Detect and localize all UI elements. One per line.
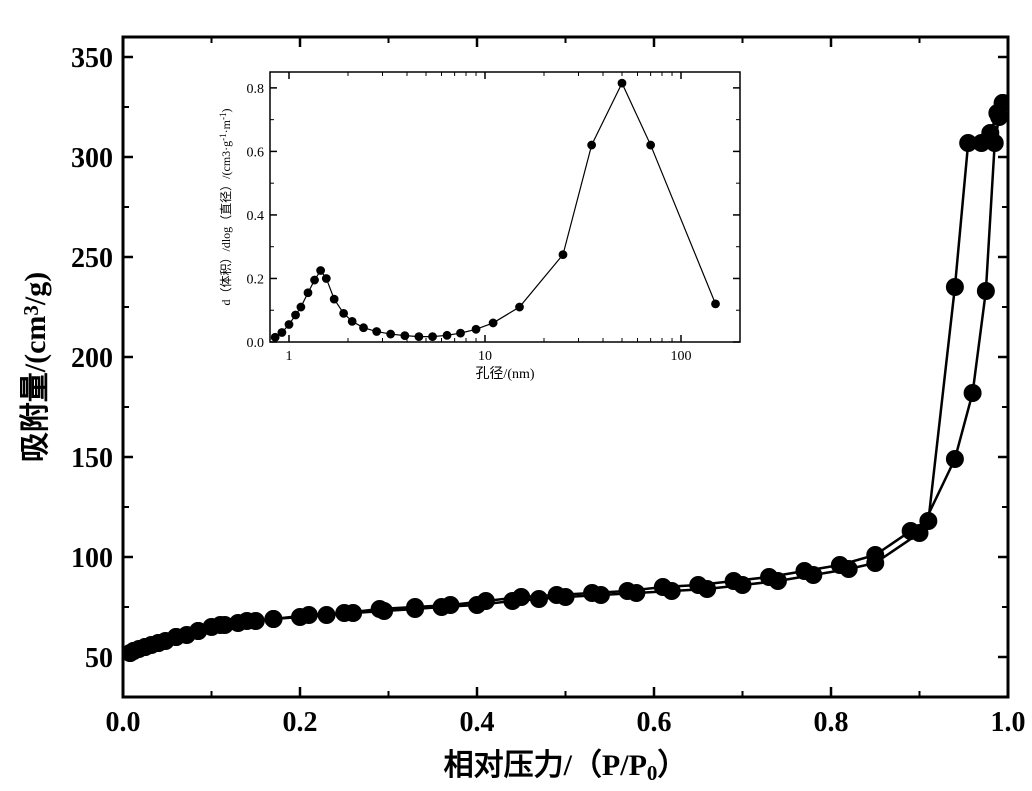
marker <box>831 557 848 574</box>
marker <box>300 607 317 624</box>
inset-marker <box>516 303 524 311</box>
inset-x-tick-label: 100 <box>670 349 691 364</box>
marker <box>190 623 207 640</box>
marker <box>902 523 919 540</box>
marker <box>530 591 547 608</box>
marker <box>513 589 530 606</box>
marker <box>407 599 424 616</box>
inset-marker <box>311 276 319 284</box>
inset-marker <box>330 295 338 303</box>
marker <box>168 629 185 646</box>
x-tick-label: 0.4 <box>460 707 495 738</box>
inset-marker <box>443 331 451 339</box>
marker <box>867 547 884 564</box>
marker <box>336 605 353 622</box>
inset-marker <box>588 141 596 149</box>
inset-marker <box>360 324 368 332</box>
inset-marker <box>647 141 655 149</box>
x-axis-label: 相对压力/（P/P0） <box>444 748 688 785</box>
inset-y-tick-label: 0.8 <box>247 82 265 97</box>
figure-svg: 0.0 0.2 0.4 0.6 0.8 1.0 50 100 150 200 250 300 350 相对… <box>0 0 1032 791</box>
marker <box>238 613 255 630</box>
inset-x-tick-label: 10 <box>478 349 492 364</box>
x-tick-label: 0.2 <box>283 707 318 738</box>
marker <box>477 593 494 610</box>
inset-marker <box>457 329 465 337</box>
inset-y-tick-label: 0.6 <box>247 145 265 160</box>
inset-marker <box>278 328 286 336</box>
y-tick-label: 50 <box>85 643 113 674</box>
figure-root: 0.0 0.2 0.4 0.6 0.8 1.0 50 100 150 200 250 300 350 相对… <box>0 0 1032 791</box>
inset-x-tick-label: 1 <box>285 349 292 364</box>
y-tick-label: 150 <box>71 443 113 474</box>
marker <box>371 601 388 618</box>
inset-marker <box>292 311 300 319</box>
inset-marker <box>387 330 395 338</box>
inset-plot-border <box>270 72 740 342</box>
inset-marker <box>322 274 330 282</box>
x-tick-label: 0.8 <box>814 707 849 738</box>
inset-marker <box>285 321 293 329</box>
marker <box>960 135 977 152</box>
marker <box>761 569 778 586</box>
inset-marker <box>618 79 626 87</box>
y-tick-label: 350 <box>71 43 113 74</box>
inset-marker <box>712 300 720 308</box>
x-tick-label: 0.6 <box>637 707 672 738</box>
marker <box>977 283 994 300</box>
inset-x-label: 孔径/(nm) <box>475 366 534 382</box>
inset-marker <box>348 317 356 325</box>
y-tick-label: 300 <box>71 143 113 174</box>
marker <box>548 587 565 604</box>
inset-marker <box>559 251 567 259</box>
inset-marker <box>415 333 423 341</box>
y-tick-label: 100 <box>71 543 113 574</box>
marker <box>920 513 937 530</box>
marker <box>725 573 742 590</box>
x-tick-label: 0.0 <box>106 707 141 738</box>
marker <box>122 645 139 662</box>
inset-marker <box>429 333 437 341</box>
marker <box>989 105 1006 122</box>
inset-marker <box>317 267 325 275</box>
marker <box>964 385 981 402</box>
inset-marker <box>340 309 348 317</box>
y-axis-label: 吸附量/(cm3/g) <box>19 272 52 462</box>
marker <box>796 563 813 580</box>
marker <box>212 617 229 634</box>
marker <box>584 585 601 602</box>
y-tick-label: 200 <box>71 343 113 374</box>
inset-marker <box>297 303 305 311</box>
inset-y-tick-label: 0.4 <box>247 209 265 224</box>
inset-chart: 1101000.00.20.40.60.8孔径/(nm)d（体积）/dlog（直… <box>218 72 740 382</box>
marker <box>690 577 707 594</box>
inset-marker <box>489 319 497 327</box>
marker <box>265 611 282 628</box>
inset-marker <box>472 325 480 333</box>
x-tick-label: 1.0 <box>991 707 1026 738</box>
inset-marker <box>401 332 409 340</box>
inset-y-tick-label: 0.2 <box>247 272 265 287</box>
marker <box>442 597 459 614</box>
marker <box>946 279 963 296</box>
inset-y-tick-label: 0.0 <box>247 336 265 351</box>
marker <box>946 451 963 468</box>
marker <box>619 583 636 600</box>
marker <box>654 579 671 596</box>
inset-marker <box>373 328 381 336</box>
y-tick-label: 250 <box>71 243 113 274</box>
inset-marker <box>304 289 312 297</box>
